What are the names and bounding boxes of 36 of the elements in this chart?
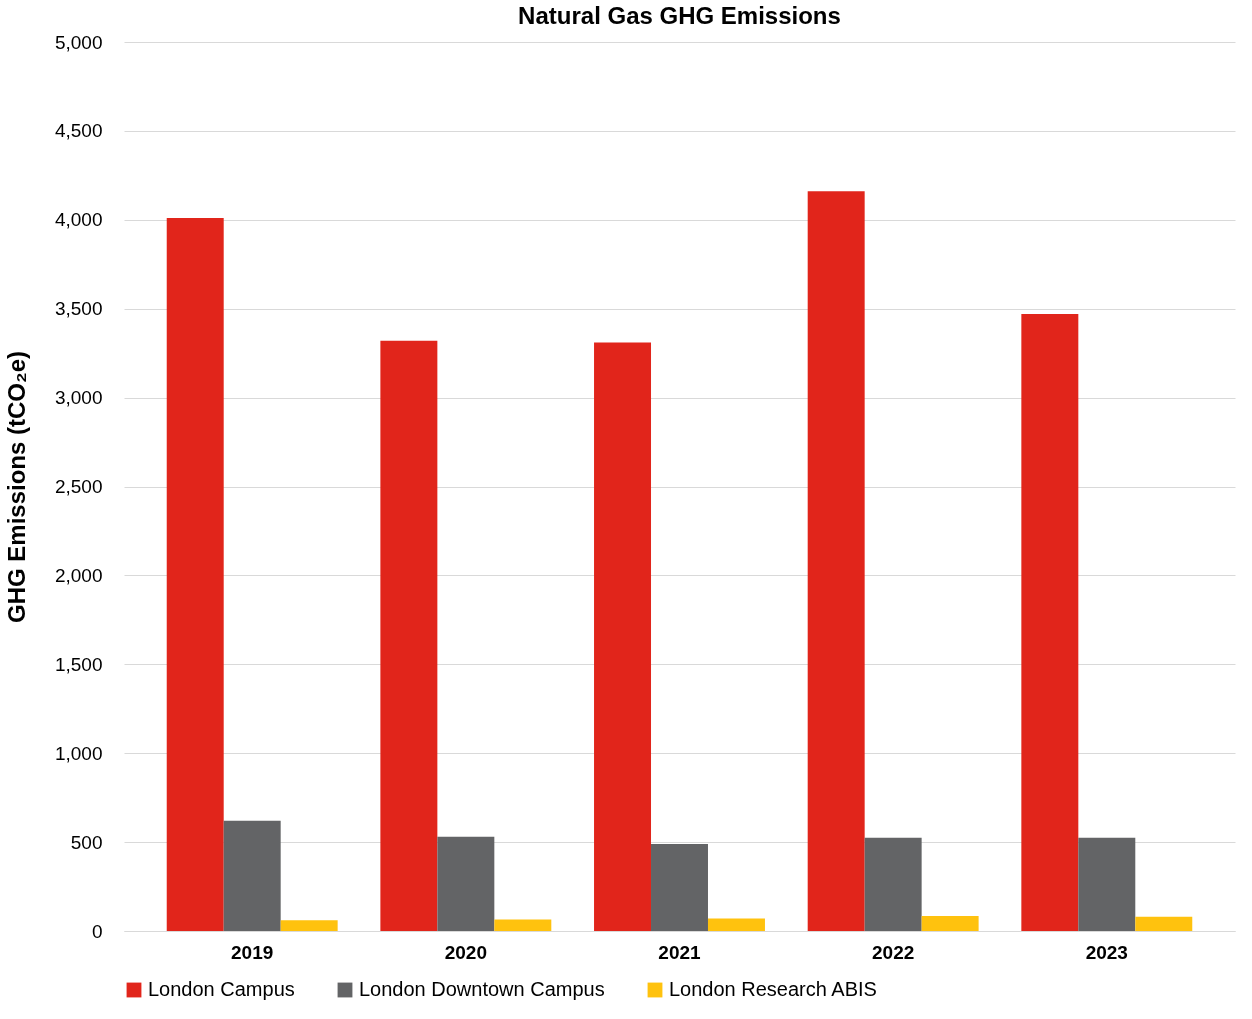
y-tick-label: 1,000 (54, 742, 103, 764)
bar (166, 218, 224, 931)
bar (437, 836, 495, 931)
bar (280, 920, 338, 931)
chart-title: Natural Gas GHG Emissions (518, 2, 841, 29)
bar (223, 820, 281, 931)
y-axis-title: GHG Emissions (tCO₂e) (2, 350, 30, 624)
bar (380, 340, 438, 931)
bar (1078, 837, 1136, 931)
x-tick-label: 2020 (444, 941, 487, 963)
x-tick-label: 2023 (1085, 941, 1128, 963)
y-tick-label: 5,000 (54, 31, 103, 53)
y-tick-label: 2,000 (54, 564, 103, 586)
bar (807, 191, 865, 931)
x-tick-label: 2019 (231, 941, 274, 963)
y-tick-label: 0 (91, 920, 103, 942)
legend-label: London Campus (148, 978, 295, 1000)
y-tick-label: 4,000 (54, 209, 103, 231)
y-tick-label: 1,500 (54, 653, 103, 675)
x-tick-label: 2021 (658, 941, 702, 963)
y-tick-label: 500 (70, 831, 103, 853)
x-tick-label: 2022 (872, 941, 915, 963)
bar (921, 915, 979, 931)
legend-label: London Research ABIS (669, 978, 877, 1000)
y-tick-label: 3,500 (54, 298, 103, 320)
y-tick-label: 3,000 (54, 387, 103, 409)
bar (1135, 916, 1193, 931)
bar (651, 843, 708, 931)
bar (594, 342, 652, 931)
bar (707, 918, 765, 931)
bar (864, 837, 922, 931)
bar (494, 919, 552, 931)
legend-label: London Downtown Campus (359, 978, 605, 1000)
y-tick-label: 4,500 (54, 120, 103, 142)
y-tick-label: 2,500 (54, 476, 103, 497)
bar (1021, 314, 1079, 931)
